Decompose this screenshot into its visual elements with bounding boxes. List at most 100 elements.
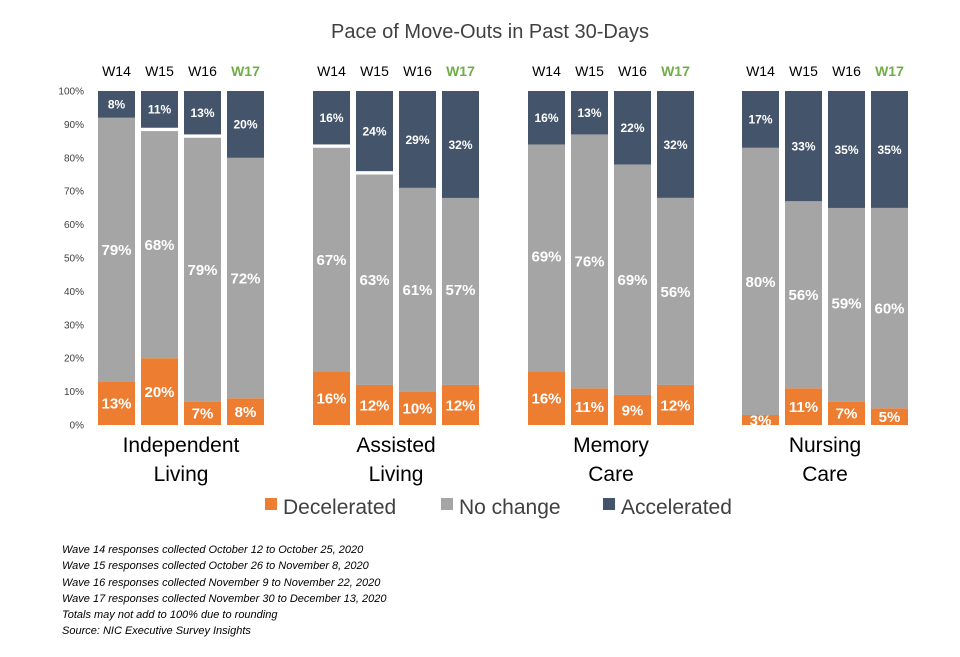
- bar-segment-accelerated: [571, 91, 608, 135]
- data-label-accelerated: 32%: [663, 138, 687, 152]
- wave-label: W14: [102, 63, 131, 79]
- data-label-accelerated: 20%: [233, 118, 257, 132]
- data-label-accelerated: 8%: [108, 98, 126, 112]
- category-label: Memory: [573, 434, 649, 457]
- wave-label: W16: [188, 63, 217, 79]
- bar-segment-decelerated: [98, 381, 135, 425]
- data-label-decelerated: 11%: [575, 399, 604, 416]
- bar-segment-decelerated: [442, 384, 479, 425]
- bar-segment-decelerated: [742, 414, 779, 425]
- bar-segment-accelerated: [528, 91, 565, 145]
- data-label-accelerated: 24%: [362, 124, 386, 138]
- data-label-decelerated: 12%: [445, 397, 475, 414]
- bar-segment-accelerated: [442, 91, 479, 198]
- wave-label: W16: [403, 63, 432, 79]
- y-tick-label: 20%: [64, 354, 84, 365]
- data-label-accelerated: 16%: [534, 111, 558, 125]
- data-label-decelerated: 3%: [750, 412, 772, 429]
- bar-segment-no-change: [356, 174, 393, 385]
- data-label-decelerated: 12%: [359, 397, 389, 414]
- legend-swatch-decelerated: [265, 498, 277, 510]
- data-label-accelerated: 35%: [834, 143, 858, 157]
- data-label-accelerated: 35%: [877, 143, 901, 157]
- bar-segment-accelerated: [742, 91, 779, 148]
- category-label: Nursing: [789, 434, 861, 457]
- data-label-no-change: 63%: [359, 272, 389, 289]
- data-label-no-change: 57%: [445, 282, 475, 299]
- wave-label: W14: [532, 63, 561, 79]
- wave-label: W15: [789, 63, 818, 79]
- data-label-no-change: 72%: [230, 270, 260, 287]
- wave-label: W15: [145, 63, 174, 79]
- bar-segment-accelerated: [828, 91, 865, 208]
- data-label-decelerated: 5%: [879, 409, 901, 426]
- legend-swatch-no-change: [441, 498, 453, 510]
- data-label-decelerated: 9%: [622, 402, 644, 419]
- data-label-accelerated: 22%: [620, 121, 644, 135]
- data-label-decelerated: 12%: [660, 397, 690, 414]
- bar-segment-no-change: [614, 164, 651, 395]
- bar-segment-no-change: [742, 147, 779, 415]
- data-label-no-change: 68%: [144, 237, 174, 254]
- data-label-no-change: 61%: [402, 282, 432, 299]
- data-label-decelerated: 16%: [531, 391, 561, 408]
- bar-segment-no-change: [785, 201, 822, 389]
- data-label-accelerated: 13%: [190, 106, 214, 120]
- data-label-no-change: 67%: [316, 252, 346, 269]
- bar-segment-accelerated: [141, 91, 178, 128]
- bar-segment-accelerated: [614, 91, 651, 165]
- wave-label: W15: [575, 63, 604, 79]
- data-label-accelerated: 32%: [448, 138, 472, 152]
- bar-segment-decelerated: [313, 371, 350, 425]
- bar-segment-no-change: [657, 197, 694, 385]
- category-label: Independent: [123, 434, 240, 457]
- y-tick-label: 80%: [64, 153, 84, 164]
- data-label-no-change: 80%: [745, 274, 775, 291]
- bar-segment-decelerated: [528, 371, 565, 425]
- data-label-decelerated: 11%: [789, 399, 818, 416]
- y-tick-label: 10%: [64, 387, 84, 398]
- data-label-decelerated: 13%: [101, 396, 131, 413]
- data-label-no-change: 69%: [617, 272, 647, 289]
- footnotes: Wave 14 responses collected October 12 t…: [62, 542, 386, 640]
- bar-segment-decelerated: [785, 388, 822, 425]
- bar-segment-no-change: [313, 147, 350, 372]
- category-label: Assisted: [356, 434, 435, 457]
- bar-segment-accelerated: [657, 91, 694, 198]
- bar-segment-decelerated: [871, 408, 908, 425]
- bar-segment-no-change: [227, 157, 264, 399]
- category-label: Living: [369, 463, 424, 486]
- legend-label-decelerated: Decelerated: [283, 496, 396, 519]
- data-label-no-change: 59%: [831, 295, 861, 312]
- wave-label: W17: [231, 63, 260, 79]
- bar-segment-accelerated: [184, 91, 221, 135]
- bar-segment-no-change: [571, 134, 608, 389]
- y-tick-label: 70%: [64, 187, 84, 198]
- bar-segment-accelerated: [227, 91, 264, 158]
- wave-label: W14: [317, 63, 346, 79]
- wave-label: W16: [618, 63, 647, 79]
- bar-segment-accelerated: [356, 91, 393, 172]
- data-label-no-change: 79%: [101, 242, 131, 259]
- category-label: Living: [154, 463, 209, 486]
- bar-segment-decelerated: [657, 384, 694, 425]
- y-tick-label: 90%: [64, 120, 84, 131]
- bar-segment-no-change: [141, 131, 178, 359]
- category-label: Care: [802, 463, 848, 486]
- footnote: Wave 17 responses collected November 30 …: [62, 592, 387, 605]
- bar-segment-decelerated: [828, 401, 865, 425]
- y-tick-label: 60%: [64, 220, 84, 231]
- wave-label: W17: [446, 63, 475, 79]
- wave-label: W16: [832, 63, 861, 79]
- data-label-no-change: 79%: [187, 262, 217, 279]
- data-label-accelerated: 17%: [748, 113, 772, 127]
- bar-segment-no-change: [828, 204, 865, 402]
- data-label-no-change: 56%: [788, 287, 818, 304]
- y-tick-label: 30%: [64, 320, 84, 331]
- data-label-decelerated: 20%: [144, 384, 174, 401]
- bar-segment-decelerated: [227, 398, 264, 425]
- category-label: Care: [588, 463, 634, 486]
- chart-title: Pace of Move-Outs in Past 30-Days: [331, 21, 649, 43]
- data-label-accelerated: 16%: [319, 111, 343, 125]
